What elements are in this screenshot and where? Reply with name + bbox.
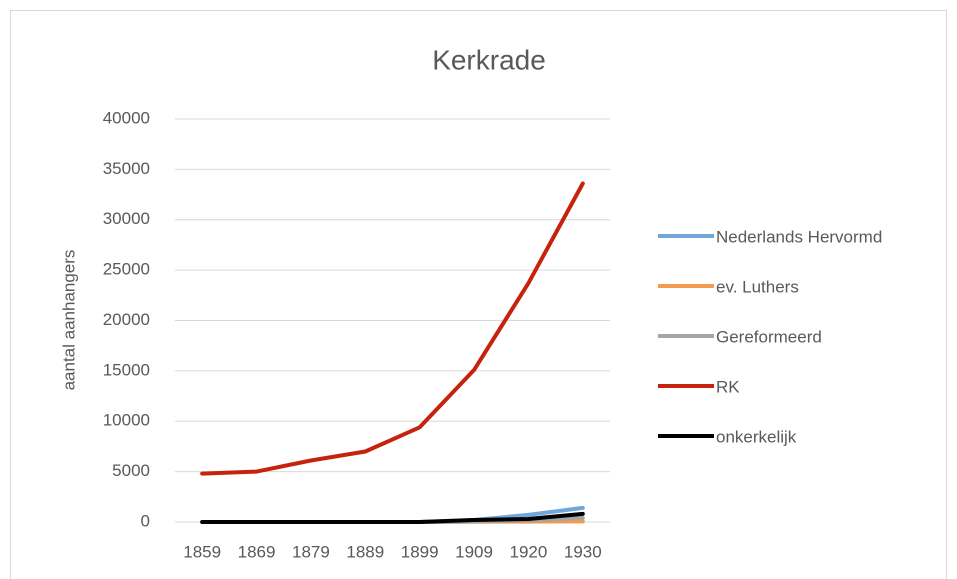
series-line bbox=[200, 181, 585, 476]
series-line bbox=[200, 511, 585, 524]
legend-label: Gereformeerd bbox=[716, 327, 822, 346]
legend-label: onkerkelijk bbox=[716, 427, 797, 446]
y-axis-label: aantal aanhangers bbox=[59, 250, 78, 391]
x-tick-label: 1869 bbox=[238, 542, 276, 561]
legend-label: Nederlands Hervormd bbox=[716, 227, 882, 246]
legend-label: RK bbox=[716, 377, 740, 396]
y-tick-label: 30000 bbox=[103, 209, 150, 228]
y-tick-label: 20000 bbox=[103, 310, 150, 329]
y-tick-label: 25000 bbox=[103, 260, 150, 279]
x-tick-label: 1889 bbox=[346, 542, 384, 561]
y-tick-label: 0 bbox=[141, 511, 150, 530]
y-tick-label: 10000 bbox=[103, 411, 150, 430]
x-tick-label: 1930 bbox=[564, 542, 602, 561]
legend-label: ev. Luthers bbox=[716, 277, 799, 296]
x-tick-label: 1920 bbox=[510, 542, 548, 561]
chart-border bbox=[10, 10, 947, 579]
x-tick-label: 1909 bbox=[455, 542, 493, 561]
x-tick-label: 1859 bbox=[183, 542, 221, 561]
x-tick-label: 1879 bbox=[292, 542, 330, 561]
y-tick-label: 5000 bbox=[112, 461, 150, 480]
y-tick-label: 35000 bbox=[103, 159, 150, 178]
y-tick-label: 40000 bbox=[103, 108, 150, 127]
x-tick-label: 1899 bbox=[401, 542, 439, 561]
chart-title: Kerkrade bbox=[432, 44, 546, 75]
y-tick-label: 15000 bbox=[103, 360, 150, 379]
